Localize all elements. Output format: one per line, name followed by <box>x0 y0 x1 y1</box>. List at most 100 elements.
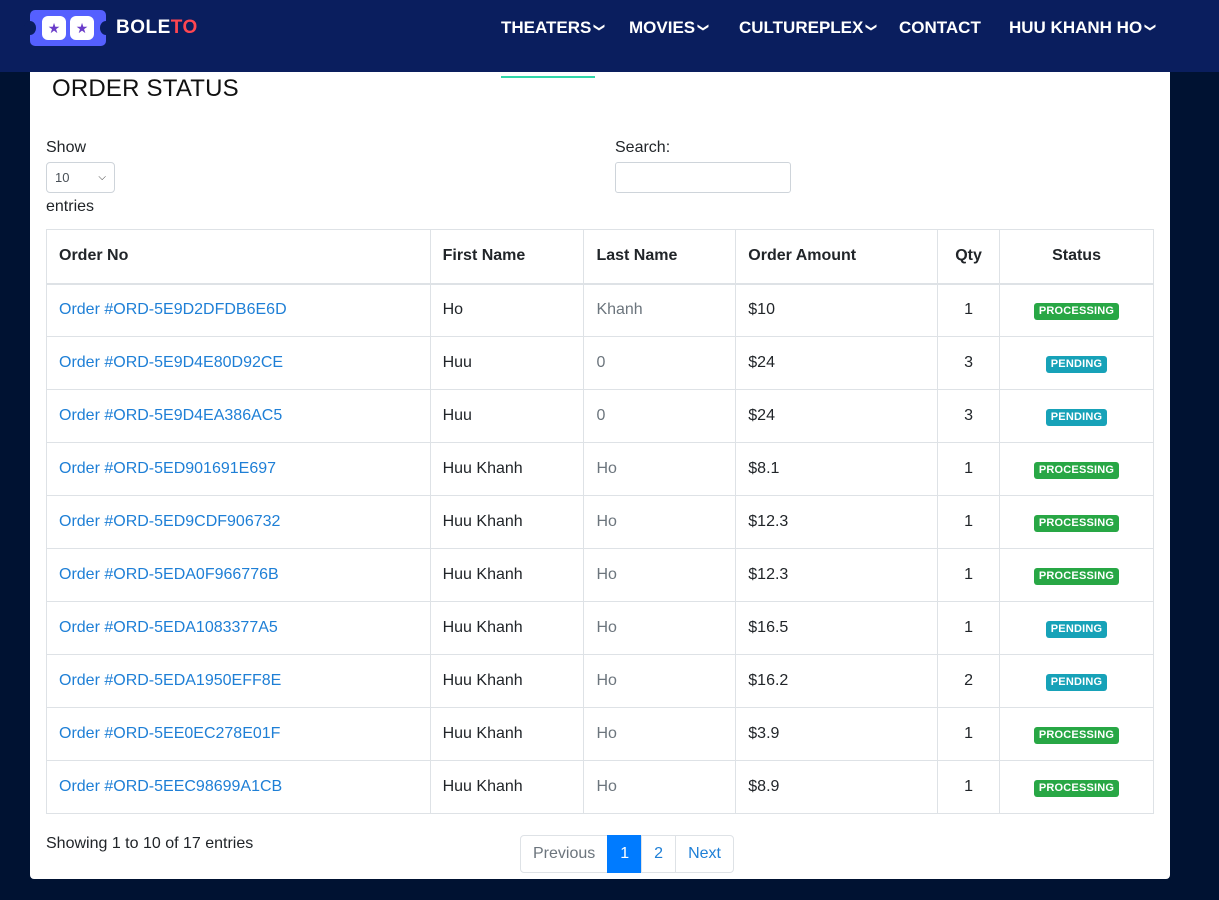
order-no-cell: Order #ORD-5EDA1950EFF8E <box>46 654 431 708</box>
first-name-cell: Huu Khanh <box>429 707 585 761</box>
order-amount-cell: $16.5 <box>735 601 939 655</box>
table-row: Order #ORD-5E9D4EA386AC5 Huu 0 $24 3 PEN… <box>46 389 1154 443</box>
order-link[interactable]: Order #ORD-5E9D2DFDB6E6D <box>59 301 287 319</box>
first-name-cell: Huu <box>429 389 585 443</box>
table-header-row: Order No First Name Last Name Order Amou… <box>46 229 1154 285</box>
order-no-cell: Order #ORD-5ED901691E697 <box>46 442 431 496</box>
order-amount-cell: $24 <box>735 389 939 443</box>
qty-cell: 1 <box>937 495 1001 549</box>
brand-name: BOLETO <box>116 17 198 39</box>
chevron-down-icon: ⌵ <box>98 172 106 183</box>
qty-cell: 1 <box>937 707 1001 761</box>
status-badge: PROCESSING <box>1033 302 1120 320</box>
brand-name-part: BOLE <box>116 17 171 38</box>
table-row: Order #ORD-5EDA1083377A5 Huu Khanh Ho $1… <box>46 601 1154 655</box>
order-amount-cell: $24 <box>735 336 939 390</box>
column-header-order-amount[interactable]: Order Amount <box>735 229 939 285</box>
qty-cell: 2 <box>937 654 1001 708</box>
qty-cell: 1 <box>937 283 1001 337</box>
entries-select-value: 10 <box>55 170 70 185</box>
page-1-button[interactable]: 1 <box>607 835 643 873</box>
order-no-cell: Order #ORD-5E9D2DFDB6E6D <box>46 283 431 337</box>
column-header-status[interactable]: Status <box>999 229 1154 285</box>
first-name-cell: Ho <box>429 283 585 337</box>
entries-per-page-select[interactable]: 10 ⌵ <box>46 162 115 193</box>
order-link[interactable]: Order #ORD-5E9D4E80D92CE <box>59 354 284 371</box>
status-cell: PROCESSING <box>999 707 1154 761</box>
order-amount-cell: $10 <box>735 283 939 337</box>
column-header-first-name[interactable]: First Name <box>429 229 585 285</box>
order-amount-cell: $3.9 <box>735 707 939 761</box>
status-cell: PENDING <box>999 336 1154 390</box>
order-link[interactable]: Order #ORD-5EDA1083377A5 <box>59 619 278 636</box>
nav-movies[interactable]: MOVIES ❯ <box>629 18 710 38</box>
table-row: Order #ORD-5E9D4E80D92CE Huu 0 $24 3 PEN… <box>46 336 1154 390</box>
nav-contact[interactable]: CONTACT <box>899 18 981 38</box>
status-cell: PENDING <box>999 654 1154 708</box>
qty-cell: 1 <box>937 442 1001 496</box>
order-link[interactable]: Order #ORD-5E9D4EA386AC5 <box>59 407 283 424</box>
order-no-cell: Order #ORD-5E9D4E80D92CE <box>46 336 431 390</box>
last-name-cell: Ho <box>583 495 737 549</box>
next-page-button[interactable]: Next <box>675 835 734 873</box>
nav-contact-label: CONTACT <box>899 18 981 37</box>
previous-page-button[interactable]: Previous <box>520 835 609 873</box>
order-link[interactable]: Order #ORD-5EEC98699A1CB <box>59 778 283 795</box>
qty-cell: 1 <box>937 760 1001 814</box>
table-row: Order #ORD-5EE0EC278E01F Huu Khanh Ho $3… <box>46 707 1154 761</box>
last-name-cell: Ho <box>583 707 737 761</box>
last-name-cell: 0 <box>583 389 737 443</box>
column-header-qty[interactable]: Qty <box>937 229 1001 285</box>
status-cell: PROCESSING <box>999 760 1154 814</box>
order-amount-cell: $16.2 <box>735 654 939 708</box>
user-name: HUU KHANH HO <box>1009 18 1143 37</box>
first-name-cell: Huu Khanh <box>429 548 585 602</box>
search-label: Search: <box>615 139 671 156</box>
status-badge: PROCESSING <box>1033 567 1120 585</box>
nav-user-menu[interactable]: HUU KHANH HO ❯ <box>1009 18 1156 38</box>
page-2-button[interactable]: 2 <box>641 835 677 873</box>
order-no-cell: Order #ORD-5E9D4EA386AC5 <box>46 389 431 443</box>
table-row: Order #ORD-5EEC98699A1CB Huu Khanh Ho $8… <box>46 760 1154 814</box>
order-amount-cell: $12.3 <box>735 548 939 602</box>
order-link[interactable]: Order #ORD-5EE0EC278E01F <box>59 725 281 742</box>
status-cell: PROCESSING <box>999 495 1154 549</box>
status-cell: PENDING <box>999 601 1154 655</box>
nav-theaters[interactable]: THEATERS ❯ <box>501 18 605 38</box>
status-badge: PENDING <box>1045 355 1108 373</box>
first-name-cell: Huu Khanh <box>429 442 585 496</box>
nav-cultureplex[interactable]: CULTUREPLEX ❯ <box>739 18 877 38</box>
brand-logo[interactable]: ★ ★ BOLETO <box>24 10 198 46</box>
last-name-cell: Ho <box>583 601 737 655</box>
nav-movies-label: MOVIES <box>629 18 696 37</box>
column-header-order-no[interactable]: Order No <box>46 229 431 285</box>
status-badge: PROCESSING <box>1033 779 1120 797</box>
qty-cell: 1 <box>937 601 1001 655</box>
status-cell: PROCESSING <box>999 548 1154 602</box>
qty-cell: 1 <box>937 548 1001 602</box>
brand-name-accent: TO <box>170 17 198 38</box>
first-name-cell: Huu Khanh <box>429 601 585 655</box>
order-amount-cell: $8.9 <box>735 760 939 814</box>
order-link[interactable]: Order #ORD-5EDA1950EFF8E <box>59 672 282 689</box>
last-name-cell: 0 <box>583 336 737 390</box>
first-name-cell: Huu Khanh <box>429 495 585 549</box>
search-input[interactable] <box>615 162 791 193</box>
table-row: Order #ORD-5ED9CDF906732 Huu Khanh Ho $1… <box>46 495 1154 549</box>
chevron-down-icon: ❯ <box>697 22 710 33</box>
column-header-last-name[interactable]: Last Name <box>583 229 737 285</box>
order-no-cell: Order #ORD-5EDA0F966776B <box>46 548 431 602</box>
order-no-cell: Order #ORD-5ED9CDF906732 <box>46 495 431 549</box>
status-badge: PENDING <box>1045 673 1108 691</box>
order-link[interactable]: Order #ORD-5ED9CDF906732 <box>59 513 281 530</box>
qty-cell: 3 <box>937 336 1001 390</box>
order-link[interactable]: Order #ORD-5EDA0F966776B <box>59 566 279 583</box>
table-row: Order #ORD-5E9D2DFDB6E6D Ho Khanh $10 1 … <box>46 283 1154 337</box>
table-row: Order #ORD-5EDA1950EFF8E Huu Khanh Ho $1… <box>46 654 1154 708</box>
status-badge: PROCESSING <box>1033 726 1120 744</box>
order-no-cell: Order #ORD-5EE0EC278E01F <box>46 707 431 761</box>
qty-cell: 3 <box>937 389 1001 443</box>
first-name-cell: Huu Khanh <box>429 654 585 708</box>
status-cell: PENDING <box>999 389 1154 443</box>
order-link[interactable]: Order #ORD-5ED901691E697 <box>59 460 277 477</box>
